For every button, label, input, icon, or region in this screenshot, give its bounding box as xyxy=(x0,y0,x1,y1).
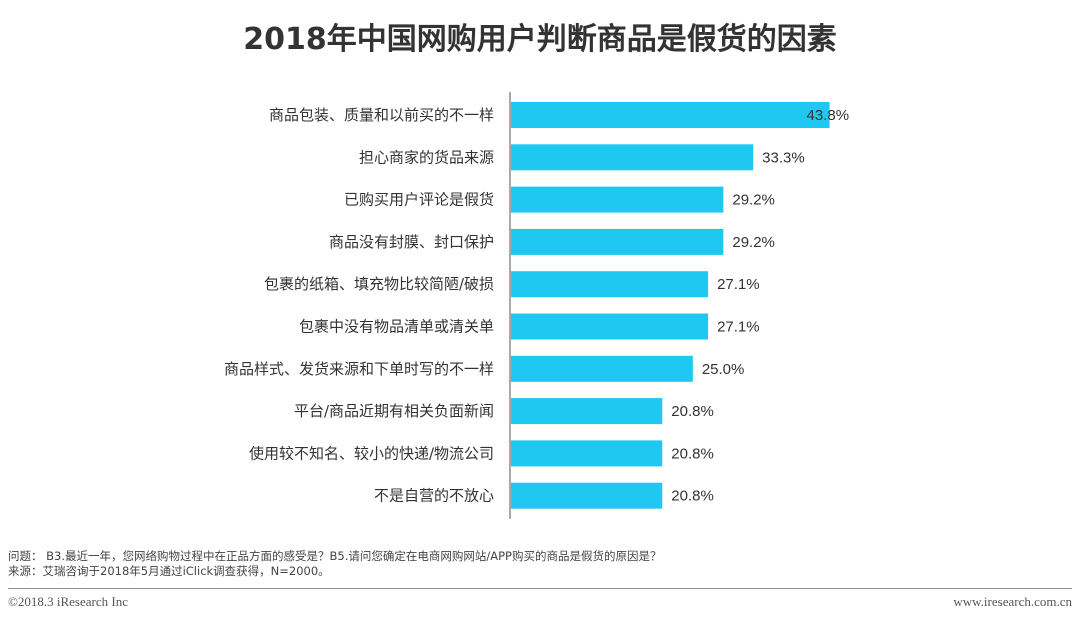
source-note: 来源：艾瑞咨询于2018年5月通过iClick调查获得，N=2000。 xyxy=(8,564,330,578)
bar-10 xyxy=(511,482,663,509)
bar-1 xyxy=(511,102,830,128)
value-label-1: 43.8% xyxy=(807,107,850,124)
category-label-4: 商品没有封膜、封口保护 xyxy=(329,233,494,251)
bar-chart: 商品包装、质量和以前买的不一样 43.8% 担心商家的货品来源 33.3% 已购买用户评… xyxy=(224,91,850,519)
bar-2 xyxy=(511,144,754,171)
category-label-1: 商品包装、质量和以前买的不一样 xyxy=(269,106,494,124)
value-label-3: 29.2% xyxy=(732,192,775,209)
value-label-5: 27.1% xyxy=(717,276,760,293)
value-label-10: 20.8% xyxy=(671,488,714,505)
chart-title: 2018年中国网购用户判断商品是假货的因素 xyxy=(243,22,837,57)
bar-3 xyxy=(511,186,724,213)
category-label-5: 包裹的纸箱、填充物比较简陋/破损 xyxy=(264,275,494,293)
value-label-2: 33.3% xyxy=(762,149,805,166)
category-label-10: 不是自营的不放心 xyxy=(374,487,494,505)
category-label-2: 担心商家的货品来源 xyxy=(359,148,494,166)
question-note: 问题： B3.最近一年，您网络购物过程中在正品方面的感受是？B5.请问您确定在电… xyxy=(8,549,662,563)
bar-6 xyxy=(511,313,709,340)
website-link[interactable]: www.iresearch.com.cn xyxy=(953,594,1072,609)
category-label-9: 使用较不知名、较小的快递/物流公司 xyxy=(249,444,494,462)
footnote: 问题： B3.最近一年，您网络购物过程中在正品方面的感受是？B5.请问您确定在电… xyxy=(8,549,661,579)
value-label-8: 20.8% xyxy=(671,403,714,420)
bar-8 xyxy=(511,398,663,425)
category-label-8: 平台/商品近期有相关负面新闻 xyxy=(294,402,494,420)
bar-9 xyxy=(511,440,663,467)
copyright-text: ©2018.3 iResearch Inc xyxy=(8,594,128,609)
category-label-6: 包裹中没有物品清单或清关单 xyxy=(299,318,494,336)
bar-7 xyxy=(511,355,693,382)
category-label-3: 已购买用户评论是假货 xyxy=(344,191,494,209)
footer-divider xyxy=(8,588,1072,589)
value-label-4: 29.2% xyxy=(732,234,775,251)
bar-4 xyxy=(511,228,724,255)
category-label-7: 商品样式、发货来源和下单时写的不一样 xyxy=(224,360,494,378)
value-label-9: 20.8% xyxy=(671,445,714,462)
bar-5 xyxy=(511,271,709,298)
value-label-7: 25.0% xyxy=(702,361,745,378)
value-label-6: 27.1% xyxy=(717,319,760,336)
